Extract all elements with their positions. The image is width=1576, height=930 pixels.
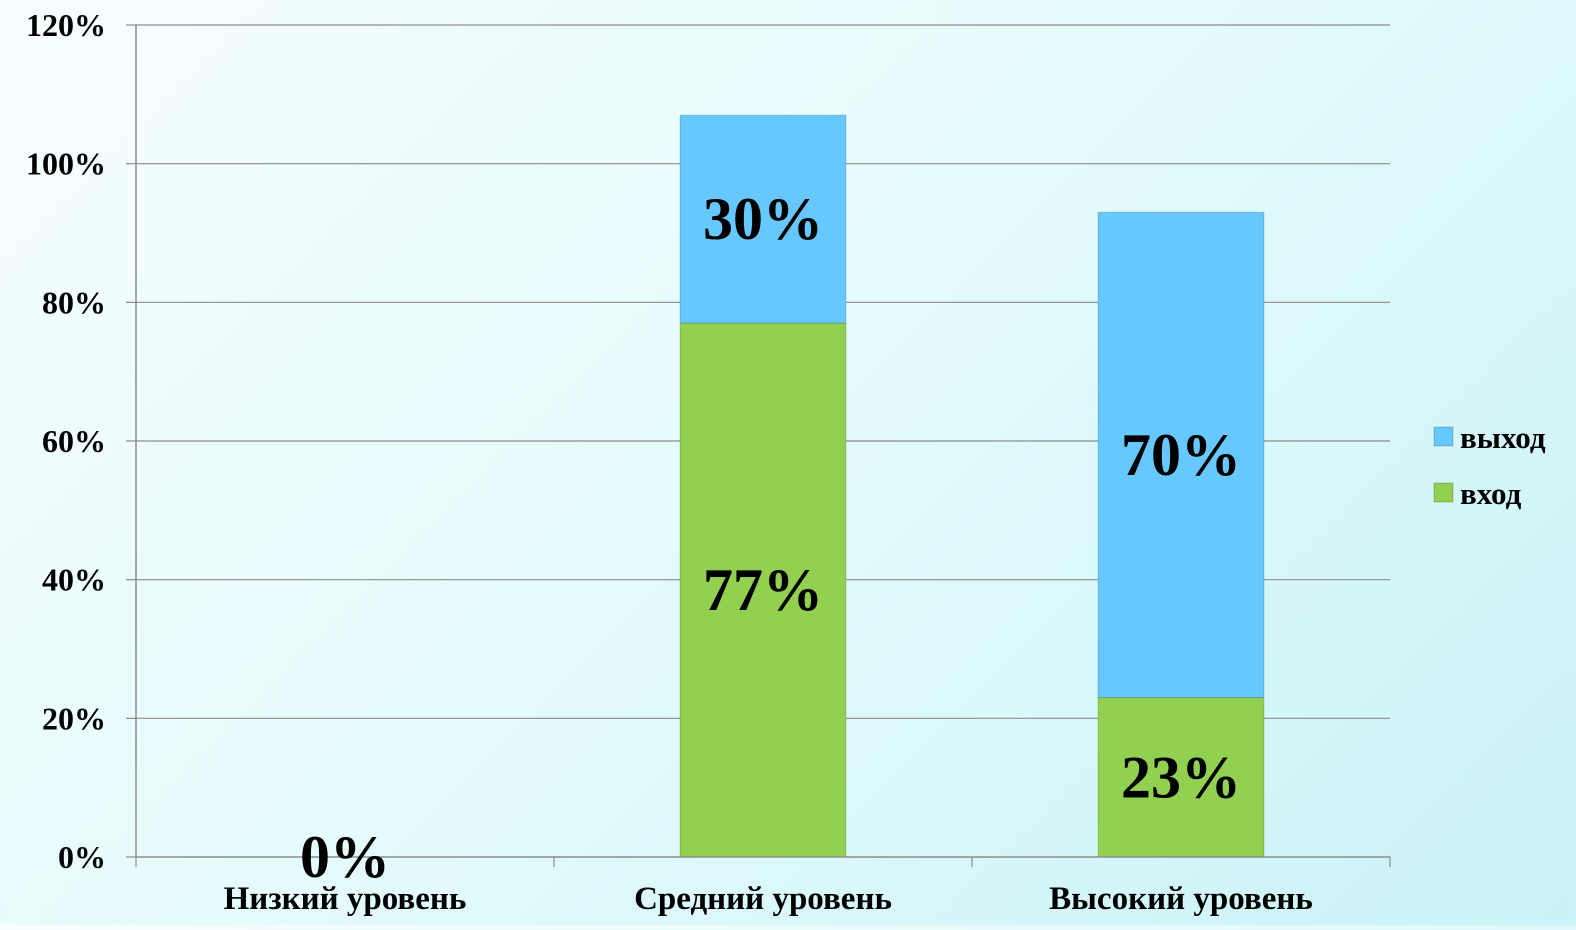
legend-label: выход <box>1460 420 1546 455</box>
y-tick-label: 60% <box>42 423 106 459</box>
bar-segment <box>679 114 847 324</box>
x-category-label: Средний уровень <box>634 881 892 917</box>
y-tick-label: 0% <box>58 839 106 875</box>
bar-segment <box>1097 697 1265 858</box>
legend-label: вход <box>1460 476 1522 511</box>
bars <box>679 114 1265 858</box>
legend: выход вход <box>1433 420 1546 511</box>
data-label: 30% <box>703 186 823 252</box>
x-category-label: Высокий уровень <box>1049 881 1313 917</box>
y-tick-label: 120% <box>26 7 106 43</box>
data-label: 0% <box>300 824 390 890</box>
legend-swatch <box>1433 426 1454 447</box>
data-label: 77% <box>703 557 823 623</box>
legend-swatch <box>1433 482 1454 503</box>
y-tick-label: 100% <box>26 146 106 182</box>
bar-segment <box>1097 211 1265 699</box>
axes: 0% 20% 40% 60% 80% 100% 120% Низкий уровень Сред… <box>26 7 1391 917</box>
y-tick-label: 40% <box>42 562 106 598</box>
x-category-label: Низкий уровень <box>224 881 467 917</box>
data-labels: 0% 77% 30% 23% 70% <box>300 186 1241 890</box>
y-tick-label: 20% <box>42 700 106 736</box>
y-tick-label: 80% <box>42 284 106 320</box>
data-label: 70% <box>1121 422 1241 488</box>
data-label: 23% <box>1121 744 1241 810</box>
bar-segment <box>679 322 847 858</box>
